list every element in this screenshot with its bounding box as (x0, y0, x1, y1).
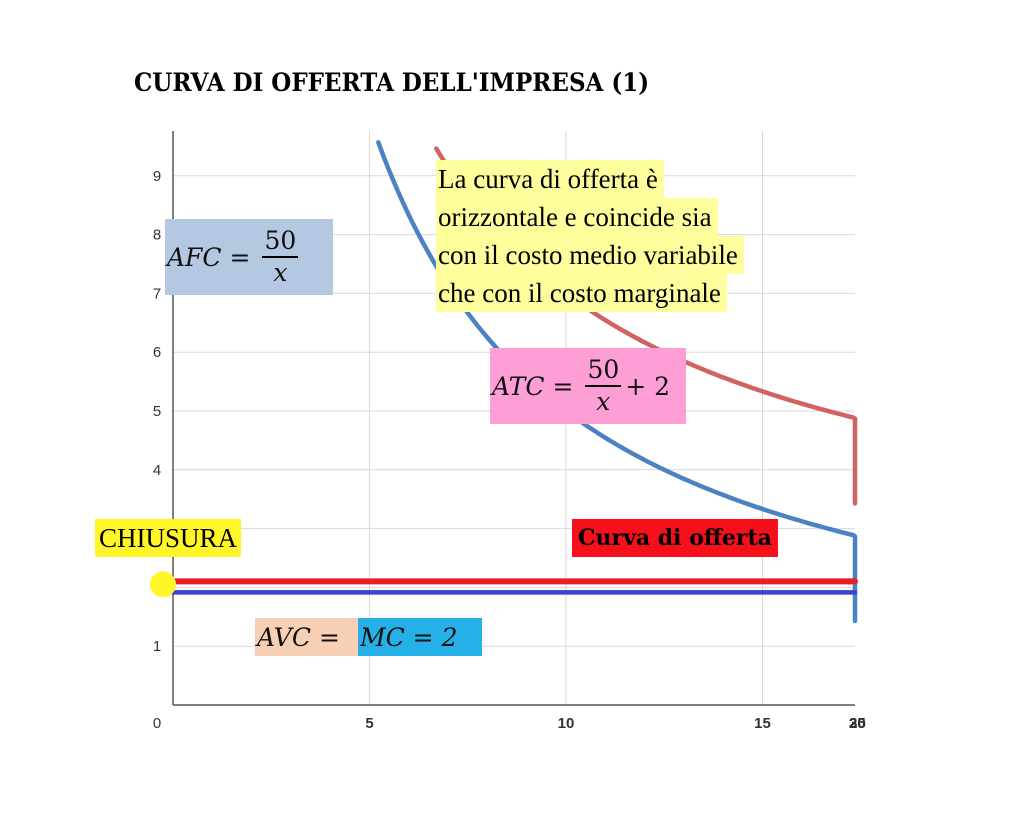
y-tick-label: 4 (153, 462, 161, 479)
atc-name: ATC (492, 371, 545, 401)
avc-text: AVC = (257, 622, 340, 652)
y-tick-label: 1 (153, 638, 161, 655)
atc-denominator: x (596, 387, 611, 416)
afc-formula-label: AFC = 50 x (165, 219, 333, 295)
supply-curve-label: Curva di offerta (572, 519, 778, 557)
atc-fraction: 50 x (585, 355, 622, 417)
afc-fraction: 50 x (262, 226, 299, 288)
mc-label: MC = 2 (358, 618, 482, 656)
y-tick-label: 9 (153, 168, 161, 185)
chart-title: CURVA DI OFFERTA DELL'IMPRESA (1) (134, 68, 650, 97)
x-tick-label: 15 (754, 715, 771, 732)
afc-denominator: x (273, 258, 288, 287)
y-tick-label: 8 (153, 227, 161, 244)
x-tick-label: 5 (365, 715, 373, 732)
x-tick-label: 20 (849, 715, 866, 732)
atc-tail: + 2 (625, 371, 671, 401)
afc-equals: = (229, 242, 251, 272)
atc-equals: = (552, 371, 574, 401)
y-tick-label: 5 (153, 403, 161, 420)
x-tick-label: 10 (558, 715, 575, 732)
x-tick-label: 30 (849, 715, 866, 732)
note-line: che con il costo marginale (436, 274, 727, 312)
y-tick-label: 7 (153, 285, 161, 302)
x-tick-label: 0 (153, 715, 161, 732)
avc-label: AVC = (255, 618, 359, 656)
note-line: La curva di offerta è (436, 160, 664, 198)
annotation-note: La curva di offerta è orizzontale e coin… (436, 160, 744, 312)
x-tick-label: 25 (849, 715, 866, 732)
afc-name: AFC (167, 242, 222, 272)
y-tick-label: 6 (153, 344, 161, 361)
mc-text: MC = 2 (360, 622, 458, 652)
shutdown-label: CHIUSURA (95, 519, 242, 557)
atc-numerator: 50 (585, 355, 622, 387)
x-tick-label: 3 (849, 715, 857, 732)
atc-formula-label: ATC = 50 x + 2 (490, 348, 686, 424)
note-line: orizzontale e coincide sia (436, 198, 718, 236)
note-line: con il costo medio variabile (436, 236, 744, 274)
atc-curve (434, 146, 858, 506)
afc-numerator: 50 (262, 226, 299, 258)
shutdown-point (150, 571, 176, 598)
